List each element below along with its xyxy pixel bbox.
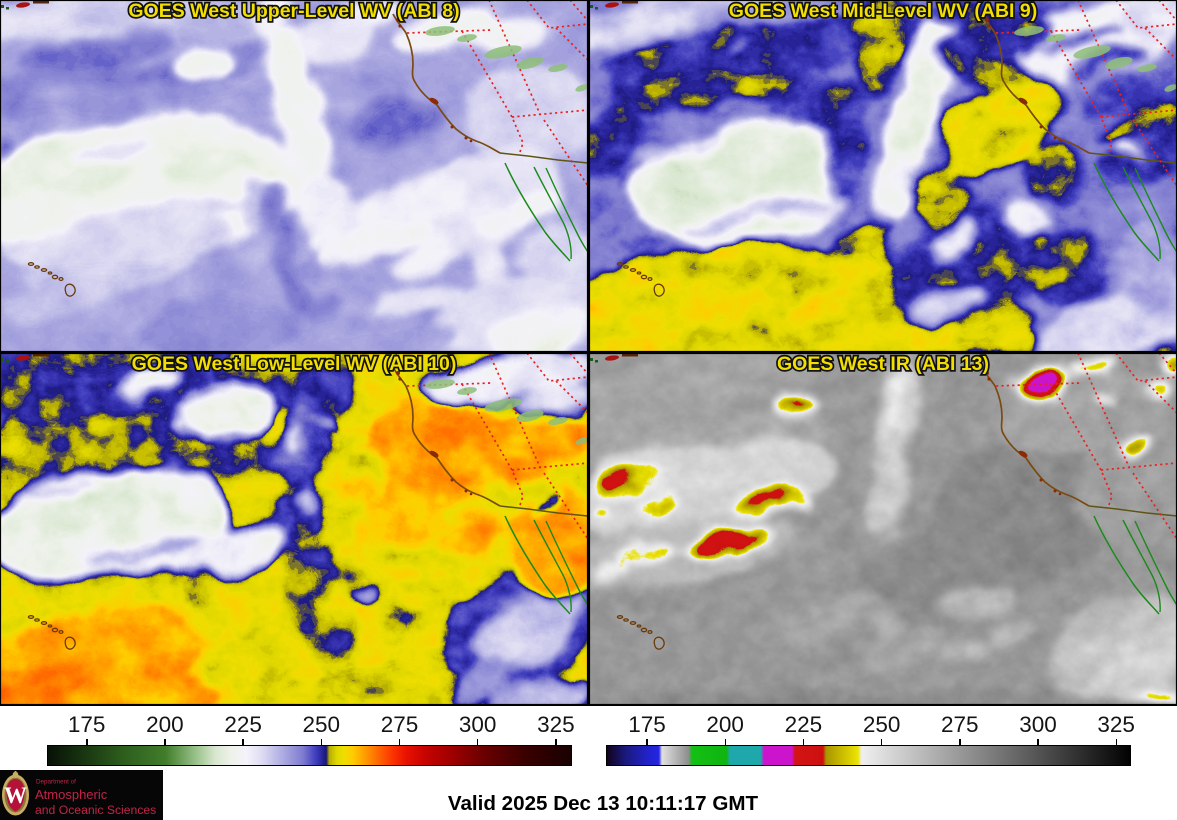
- svg-text:GOES West IR (ABI 13): GOES West IR (ABI 13): [777, 353, 989, 375]
- svg-text:GOES West Low-Level WV (ABI 10: GOES West Low-Level WV (ABI 10): [132, 353, 457, 375]
- svg-text:GOES West Upper-Level WV (ABI: GOES West Upper-Level WV (ABI 8): [128, 0, 459, 22]
- svg-text:GOES West Mid-Level WV (ABI 9): GOES West Mid-Level WV (ABI 9): [729, 0, 1037, 22]
- svg-text:and Oceanic Sciences: and Oceanic Sciences: [35, 803, 156, 817]
- svg-text:Department of: Department of: [36, 779, 76, 786]
- svg-text:W: W: [4, 783, 27, 808]
- svg-text:Atmospheric: Atmospheric: [35, 787, 108, 802]
